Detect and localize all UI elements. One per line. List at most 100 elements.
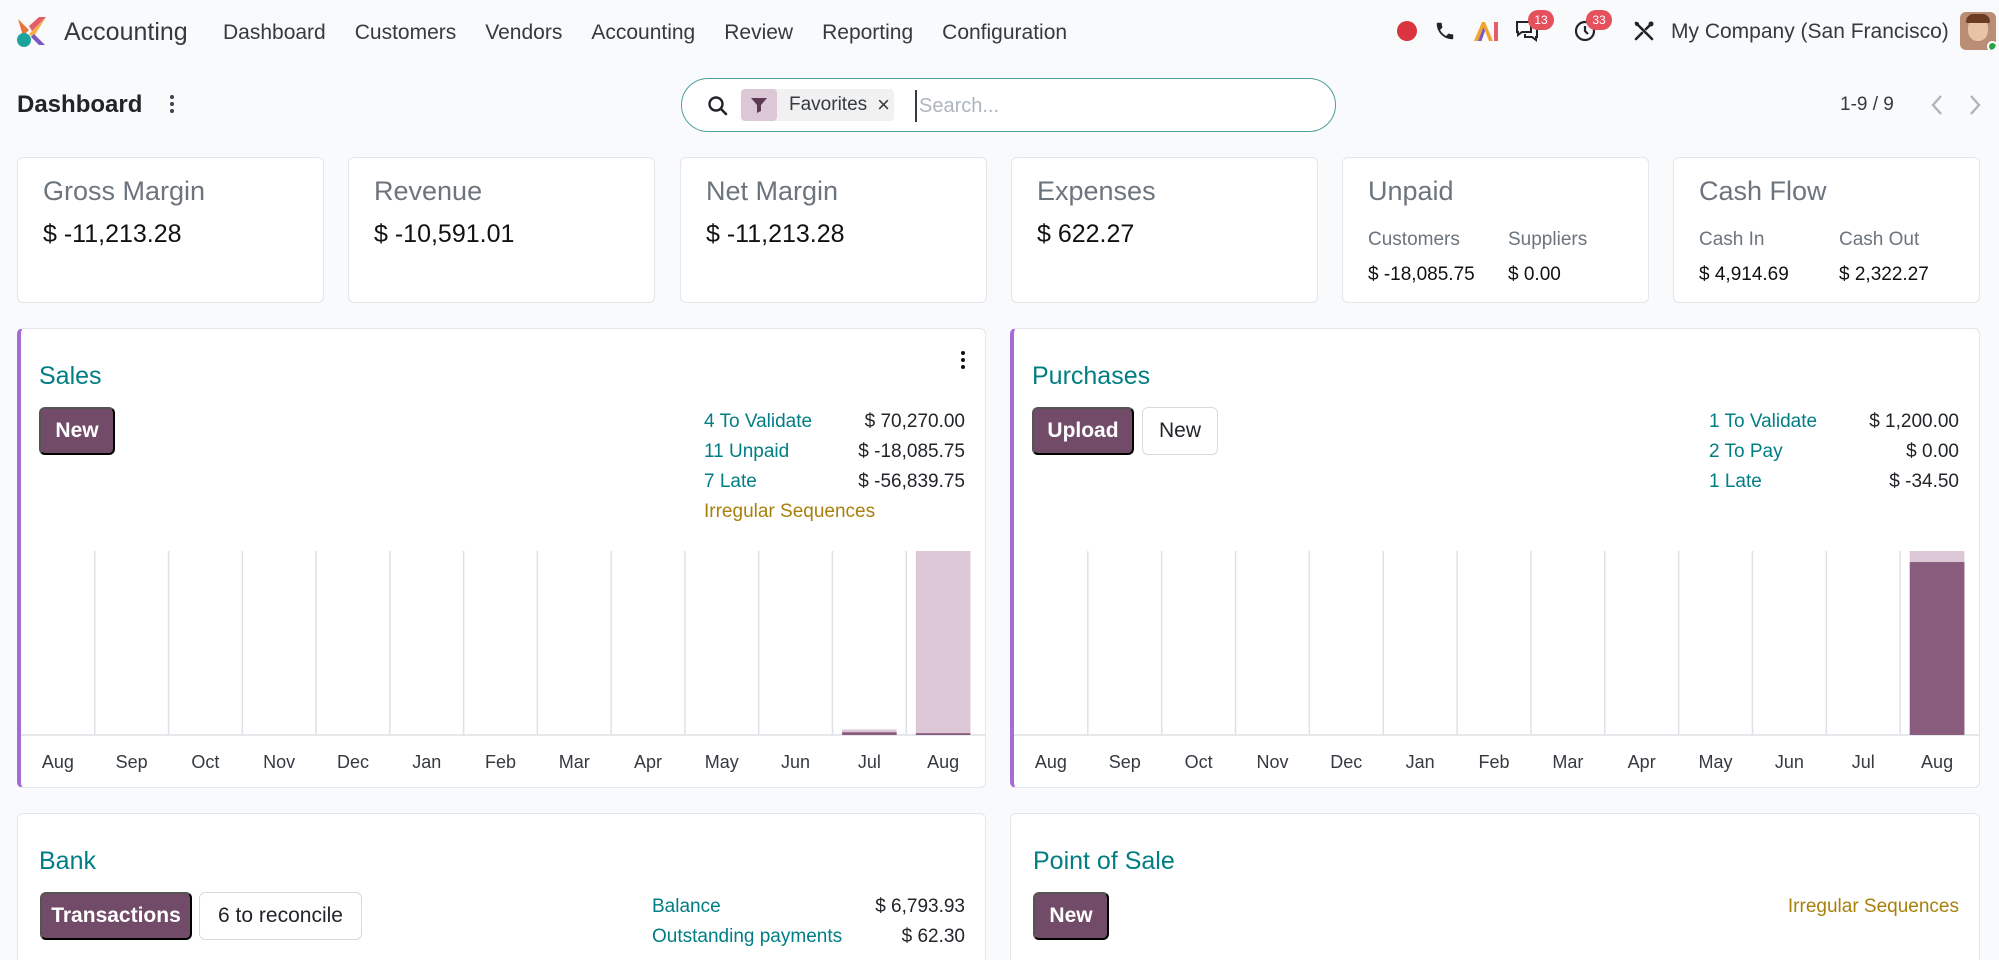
search-facet: Favorites × xyxy=(741,89,894,121)
kpi-value: $ -11,213.28 xyxy=(706,220,845,248)
chart-tick-label: Dec xyxy=(1330,752,1362,772)
search-input[interactable] xyxy=(915,90,1295,122)
sales-to-validate-link[interactable]: 4 To Validate xyxy=(704,411,813,432)
purchases-late-link[interactable]: 1 Late xyxy=(1709,471,1762,492)
menu-review[interactable]: Review xyxy=(724,21,794,44)
search-icon[interactable] xyxy=(706,94,730,118)
sales-unpaid-value: $ -18,085.75 xyxy=(858,441,965,462)
remove-facet-icon[interactable]: × xyxy=(877,92,890,117)
top-navbar: Accounting Dashboard Customers Vendors A… xyxy=(0,0,1999,63)
user-avatar[interactable] xyxy=(1960,12,1996,50)
sales-bar-chart[interactable]: Aug Sep Oct Nov Dec Jan Feb Mar Apr May Jun Jul Aug xyxy=(21,543,986,787)
chart-tick-label: Nov xyxy=(1256,752,1288,772)
chart-bar xyxy=(842,732,897,735)
menu-customers[interactable]: Customers xyxy=(354,21,457,44)
kpi-customers-value: $ -18,085.75 xyxy=(1368,264,1475,285)
kpi-cash-out-label: Cash Out xyxy=(1839,229,1920,250)
kpi-value: $ -10,591.01 xyxy=(374,220,515,248)
kpi-cash-in-value: $ 4,914.69 xyxy=(1699,264,1789,285)
purchases-to-pay-value: $ 0.00 xyxy=(1906,441,1959,462)
sales-irregular-sequences-link[interactable]: Irregular Sequences xyxy=(704,501,876,522)
kpi-cash-in-label: Cash In xyxy=(1699,229,1765,250)
purchases-bar-chart[interactable]: Aug Sep Oct Nov Dec Jan Feb Mar Apr May Jun Jul Aug xyxy=(1014,543,1980,787)
chart-tick-label: Aug xyxy=(1035,752,1067,772)
bank-outstanding-payments-link[interactable]: Outstanding payments xyxy=(652,926,843,947)
kpi-title: Revenue xyxy=(374,176,483,206)
phone-icon[interactable] xyxy=(1432,14,1458,48)
online-status-icon xyxy=(1987,41,1996,50)
chart-tick-label: Jun xyxy=(781,752,810,772)
kpi-title: Expenses xyxy=(1037,176,1156,206)
kpi-gross-margin[interactable]: Gross Margin $ -11,213.28 xyxy=(17,157,324,303)
purchases-to-validate-link[interactable]: 1 To Validate xyxy=(1709,411,1818,432)
purchases-upload-button[interactable]: Upload xyxy=(1032,407,1134,455)
menu-accounting[interactable]: Accounting xyxy=(591,21,696,44)
journal-title[interactable]: Purchases xyxy=(1032,362,1151,390)
purchases-new-button[interactable]: New xyxy=(1142,407,1218,455)
sales-late-link[interactable]: 7 Late xyxy=(704,471,757,492)
messages-icon[interactable]: 13 xyxy=(1512,10,1554,48)
journal-title[interactable]: Point of Sale xyxy=(1033,847,1175,875)
chart-tick-label: Oct xyxy=(191,752,219,772)
kpi-cash-flow[interactable]: Cash Flow Cash In Cash Out $ 4,914.69 $ … xyxy=(1673,157,1980,303)
menu-dashboard[interactable]: Dashboard xyxy=(223,21,326,44)
chart-tick-label: Apr xyxy=(634,752,662,772)
chart-tick-label: Aug xyxy=(927,752,959,772)
pos-irregular-sequences-link[interactable]: Irregular Sequences xyxy=(1787,896,1959,917)
record-icon[interactable] xyxy=(1395,14,1419,48)
activity-clock-icon[interactable]: 33 xyxy=(1570,10,1612,48)
journal-sales: Sales New 4 To Validate $ 70,270.00 11 U… xyxy=(17,328,986,788)
actions-menu-icon[interactable] xyxy=(165,92,179,116)
pager-next-icon[interactable] xyxy=(1956,86,1994,124)
chart-bar xyxy=(1909,562,1965,735)
kpi-expenses[interactable]: Expenses $ 622.27 xyxy=(1011,157,1318,303)
kpi-net-margin[interactable]: Net Margin $ -11,213.28 xyxy=(680,157,987,303)
purchases-to-pay-link[interactable]: 2 To Pay xyxy=(1709,441,1783,462)
sales-unpaid-link[interactable]: 11 Unpaid xyxy=(704,441,790,462)
kpi-title: Cash Flow xyxy=(1699,176,1827,206)
bank-balance-value: $ 6,793.93 xyxy=(875,896,965,917)
kpi-cash-out-value: $ 2,322.27 xyxy=(1839,264,1929,285)
chart-tick-label: Jul xyxy=(1852,752,1875,772)
journal-options-icon[interactable] xyxy=(956,345,970,375)
menu-vendors[interactable]: Vendors xyxy=(485,21,563,44)
pager-value[interactable]: 1-9 / 9 xyxy=(1840,94,1894,115)
kpi-suppliers-value: $ 0.00 xyxy=(1508,264,1561,285)
bank-transactions-button[interactable]: Transactions xyxy=(40,892,192,940)
filter-icon xyxy=(741,89,777,121)
facet-label: Favorites xyxy=(789,94,868,115)
kpi-revenue[interactable]: Revenue $ -10,591.01 xyxy=(348,157,655,303)
chart-tick-label: Jan xyxy=(412,752,441,772)
journal-title[interactable]: Sales xyxy=(39,362,102,390)
kpi-title: Net Margin xyxy=(706,176,839,206)
ai-icon[interactable] xyxy=(1471,14,1501,48)
chart-tick-label: Feb xyxy=(485,752,516,772)
pos-new-button[interactable]: New xyxy=(1033,892,1109,940)
app-name[interactable]: Accounting xyxy=(64,18,188,46)
bank-balance-link[interactable]: Balance xyxy=(652,896,721,917)
kpi-title: Gross Margin xyxy=(43,176,206,206)
chart-bar xyxy=(842,729,897,735)
company-switcher[interactable]: My Company (San Francisco) xyxy=(1671,20,1949,43)
messages-badge: 13 xyxy=(1528,10,1554,30)
tools-icon[interactable] xyxy=(1630,14,1658,48)
menu-configuration[interactable]: Configuration xyxy=(942,21,1068,44)
chart-tick-label: Feb xyxy=(1478,752,1509,772)
kpi-value: $ -11,213.28 xyxy=(43,220,182,248)
bank-reconcile-button[interactable]: 6 to reconcile xyxy=(199,892,362,940)
journal-point-of-sale: Point of Sale New Irregular Sequences xyxy=(1010,813,1980,960)
chart-tick-label: May xyxy=(1699,752,1733,772)
activities-badge: 33 xyxy=(1586,10,1612,30)
app-logo-icon[interactable] xyxy=(15,14,49,48)
journal-bank: Bank Transactions 6 to reconcile Balance… xyxy=(17,813,986,960)
kpi-unpaid[interactable]: Unpaid Customers Suppliers $ -18,085.75 … xyxy=(1342,157,1649,303)
bank-outstanding-payments-value: $ 62.30 xyxy=(901,926,965,947)
sales-new-button[interactable]: New xyxy=(39,407,115,455)
main-menu: Dashboard Customers Vendors Accounting R… xyxy=(223,21,1096,45)
chart-tick-label: Sep xyxy=(116,752,148,772)
journal-title[interactable]: Bank xyxy=(39,847,96,875)
pager-previous-icon[interactable] xyxy=(1918,86,1956,124)
chart-tick-label: Jun xyxy=(1775,752,1804,772)
chart-tick-label: Jul xyxy=(858,752,881,772)
menu-reporting[interactable]: Reporting xyxy=(822,21,914,44)
